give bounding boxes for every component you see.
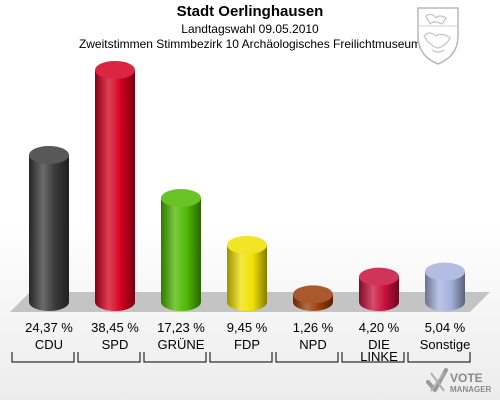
category-bracket [143, 352, 207, 363]
value-label: 17,23 % [157, 320, 205, 335]
category-label: FDP [234, 337, 260, 352]
coat-of-arms-icon [417, 7, 459, 65]
category-label: DIE [368, 337, 390, 352]
bar-cdu [29, 154, 69, 311]
category-label: Sonstige [420, 337, 471, 352]
value-label: 5,04 % [425, 320, 466, 335]
value-label: 4,20 % [359, 320, 400, 335]
category-bracket [341, 352, 405, 363]
category-bracket [209, 352, 273, 363]
logo-text-vote: VOTE [450, 371, 483, 385]
value-label: 38,45 % [91, 320, 139, 335]
category-bracket [275, 352, 339, 363]
bar-grüne [161, 198, 201, 311]
value-label: 24,37 % [25, 320, 73, 335]
value-label: 1,26 % [293, 320, 334, 335]
chart-title: Stadt Oerlinghausen [176, 3, 324, 20]
logo-text-manager: MANAGER [450, 385, 492, 394]
bar-cap [293, 285, 333, 304]
category-label: SPD [102, 337, 129, 352]
category-bracket [77, 352, 141, 363]
category-label: CDU [35, 337, 63, 352]
bar-cap [95, 61, 135, 79]
bar-fdp [227, 244, 267, 311]
chart-description: Zweitstimmen Stimmbezirk 10 Archäologisc… [78, 37, 422, 51]
category-bracket [407, 352, 471, 363]
category-label: NPD [299, 337, 326, 352]
bar-cap [359, 267, 399, 286]
bar-cap [425, 262, 465, 281]
category-label: GRÜNE [158, 337, 205, 352]
bar-die-linke [359, 276, 399, 311]
chart-subtitle: Landtagswahl 09.05.2010 [181, 22, 319, 36]
vote-manager-logo: VOTE MANAGER [426, 368, 492, 394]
bar-cap [227, 235, 267, 254]
bar-sonstige [425, 271, 465, 311]
category-label: LINKE [360, 349, 398, 364]
category-bracket [11, 352, 75, 363]
bar-spd [95, 70, 135, 311]
bar-cap [29, 145, 69, 164]
bar-cap [161, 189, 201, 208]
value-label: 9,45 % [227, 320, 268, 335]
checkmark-icon [426, 368, 448, 392]
